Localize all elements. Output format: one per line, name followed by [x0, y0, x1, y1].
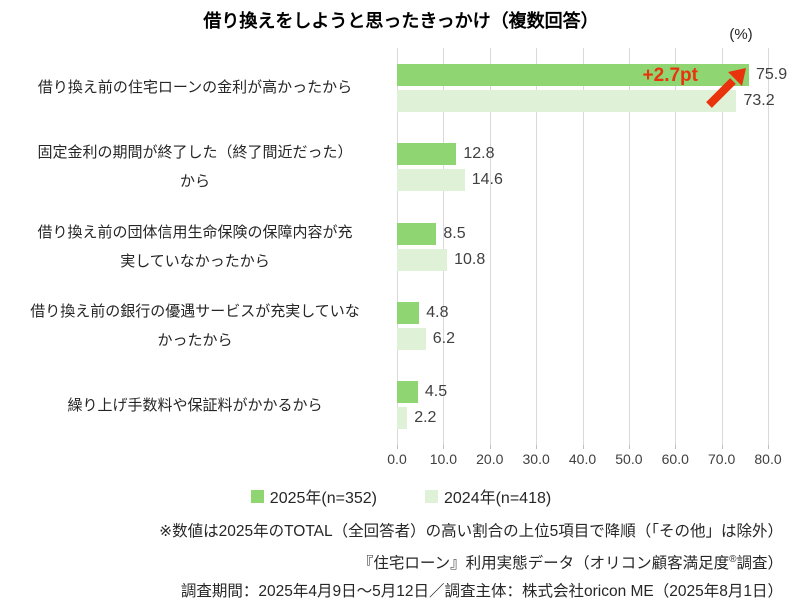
- legend: 2025年(n=352) 2024年(n=418): [0, 484, 802, 508]
- bar-line: 6.2: [397, 327, 768, 350]
- delta-annotation: +2.7pt: [642, 65, 698, 86]
- value-label: 2.2: [414, 409, 437, 427]
- gridline: [582, 48, 584, 445]
- legend-label: 2024年(n=418): [444, 490, 552, 507]
- bar-2024年: [397, 248, 448, 271]
- legend-item: 2024年(n=418): [425, 484, 551, 508]
- bar-2024年: [397, 89, 737, 112]
- bar-line: 4.8: [397, 301, 768, 324]
- x-tick-label: 40.0: [568, 451, 597, 467]
- x-tick-label: 70.0: [708, 451, 736, 467]
- registered-mark: ®: [729, 554, 737, 565]
- bar-line: 75.9: [397, 63, 787, 86]
- x-tick-label: 60.0: [661, 451, 689, 467]
- chart-title: 借り換えをしようと思ったきっかけ（複数回答）: [203, 11, 599, 31]
- value-label: 8.5: [443, 224, 466, 242]
- bar-group: 4.8 6.2: [397, 301, 768, 350]
- x-tick-label: 30.0: [522, 451, 550, 467]
- chart-row: 借り換え前の銀行の優遇サービスが充実していな かったから 4.8 6.2: [0, 286, 802, 365]
- bar-group: 4.5 2.2: [397, 381, 768, 430]
- gridline: [721, 48, 723, 445]
- gridline: [768, 48, 769, 445]
- bar-line: 73.2: [397, 89, 775, 112]
- bar-2025年: [397, 381, 418, 404]
- legend-swatch-icon: [250, 489, 264, 503]
- x-tick-label: 80.0: [754, 451, 782, 467]
- value-label: 75.9: [755, 65, 788, 83]
- chart-row: 繰り上げ手数料や保証料がかかるから 4.5 2.2: [0, 366, 802, 445]
- bar-2024年: [397, 327, 426, 350]
- bar-group: 8.5 10.8: [397, 222, 768, 271]
- chart-row: 借り換え前の団体信用生命保険の保障内容が充 実していなかったから 8.5 10.8: [0, 207, 802, 286]
- axis-tick: [536, 445, 538, 449]
- bar-2025年: [397, 301, 420, 324]
- category-label: 固定金利の期間が終了した（終了間近だった） から: [37, 144, 353, 191]
- category-label: 繰り上げ手数料や保証料がかかるから: [67, 396, 323, 414]
- bar-2025年: [397, 143, 457, 166]
- x-tick-label: 0.0: [387, 451, 407, 467]
- plot-area: [397, 48, 769, 449]
- bar-2024年: [397, 407, 408, 430]
- bar-line: 4.5: [397, 381, 768, 404]
- bar-line: 10.8: [397, 248, 768, 271]
- axis-tick: [397, 445, 398, 449]
- axis-tick: [582, 445, 584, 449]
- gridline: [628, 48, 630, 445]
- value-label: 12.8: [463, 145, 495, 163]
- gridline: [536, 48, 538, 445]
- chart-row: 固定金利の期間が終了した（終了間近だった） から 12.8 14.6: [0, 127, 802, 206]
- chart-rows: 借り換え前の住宅ローンの金利が高かったから 75.9 73.2 固定金利の期間が終了し…: [0, 48, 802, 445]
- legend-swatch-icon: [425, 489, 438, 503]
- value-label: 6.2: [432, 329, 455, 347]
- value-label: 73.2: [743, 91, 775, 109]
- bar-line: 2.2: [397, 407, 768, 430]
- value-label: 10.8: [454, 250, 486, 268]
- bar-group: 12.8 14.6: [397, 143, 768, 192]
- axis-tick: [721, 445, 723, 449]
- value-label: 4.8: [426, 303, 449, 321]
- unit-label: (%): [729, 26, 753, 43]
- x-tick-label: 50.0: [615, 451, 643, 467]
- category-label: 借り換え前の団体信用生命保険の保障内容が充 実していなかったから: [37, 223, 353, 270]
- footnotes: ※数値は2025年のTOTAL（全回答者）の高い割合の上位5項目で降順（「その他…: [13, 518, 783, 606]
- value-label: 4.5: [424, 383, 448, 401]
- axis-tick: [768, 445, 769, 449]
- bar-group: 75.9 73.2: [397, 63, 787, 112]
- value-label: 14.6: [471, 171, 503, 189]
- legend-label: 2025年(n=352): [269, 490, 377, 507]
- increase-arrow-icon: [706, 68, 746, 108]
- axis-tick: [675, 445, 677, 449]
- category-label: 借り換え前の銀行の優遇サービスが充実していな かったから: [30, 302, 360, 349]
- axis-tick: [489, 445, 491, 449]
- legend-item: 2025年(n=352): [250, 484, 377, 508]
- gridline: [443, 48, 445, 445]
- footnote-line-3: 調査期間：2025年4月9日～5月12日／調査主体：株式会社oricon ME（…: [180, 583, 783, 601]
- gridline: [489, 48, 491, 445]
- chart-row: 借り換え前の住宅ローンの金利が高かったから 75.9 73.2: [0, 48, 802, 127]
- x-axis-labels: 0.0 10.0 20.0 30.0 40.0 50.0 60.0 70.0 80.0: [0, 451, 802, 469]
- bar-2025年: [397, 63, 749, 86]
- bar-2024年: [397, 169, 465, 192]
- bar-line: 12.8: [397, 143, 768, 166]
- gridline: [675, 48, 677, 445]
- axis-tick: [443, 445, 445, 449]
- x-tick-label: 20.0: [476, 451, 504, 467]
- axis-tick: [628, 445, 630, 449]
- footnote-line-1: ※数値は2025年のTOTAL（全回答者）の高い割合の上位5項目で降順（「その他…: [159, 523, 783, 540]
- bar-2025年: [397, 222, 437, 245]
- category-label: 借り換え前の住宅ローンの金利が高かったから: [37, 79, 353, 97]
- x-tick-label: 10.0: [429, 451, 457, 467]
- bar-line: 14.6: [397, 169, 768, 192]
- footnote-line-2: 『住宅ローン』利用実態データ（オリコン顧客満足度®調査）: [357, 554, 783, 573]
- bar-line: 8.5: [397, 222, 768, 245]
- gridline: [397, 48, 398, 445]
